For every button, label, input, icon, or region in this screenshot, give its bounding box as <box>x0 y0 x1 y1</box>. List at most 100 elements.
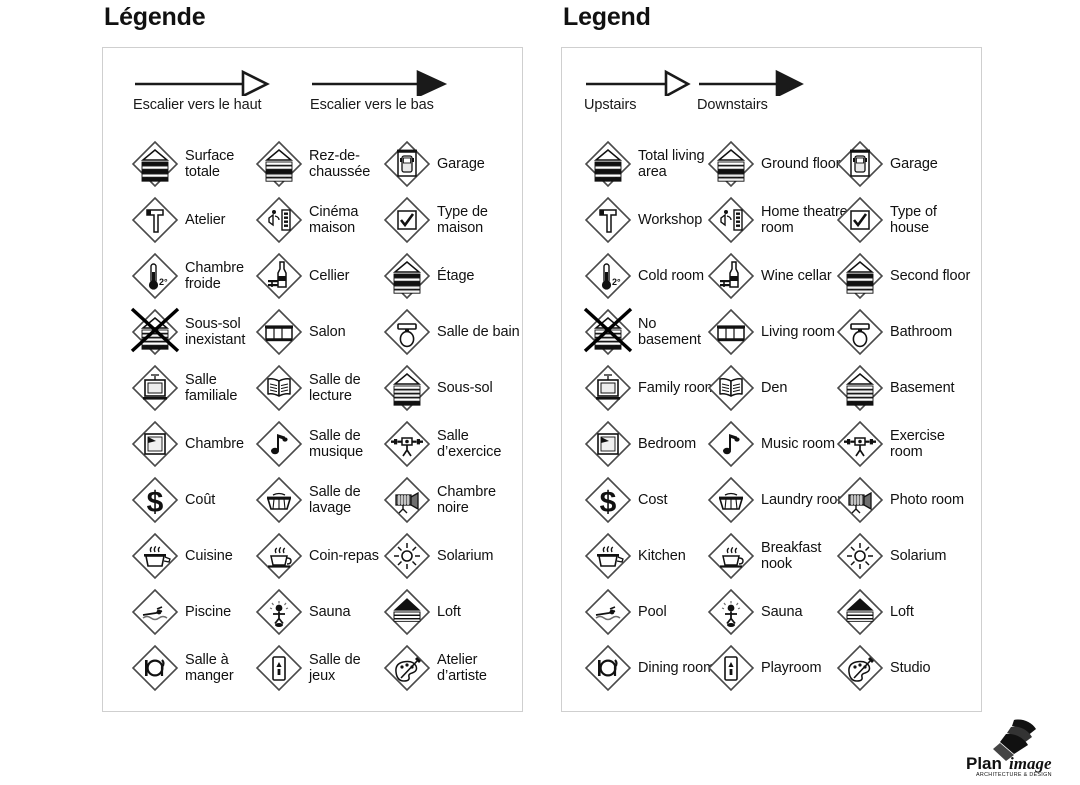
legend-entry-label: Sous-sol inexistant <box>185 315 246 349</box>
legend-entry: Bathroom <box>834 304 979 360</box>
legend-entry: Salon <box>253 304 388 360</box>
playroom-icon <box>253 642 305 694</box>
stairs-down-item-fr: Escalier vers le bas <box>310 68 460 113</box>
legend-entry: No basement <box>582 304 722 360</box>
legend-entry: Salle d’exercice <box>381 416 521 472</box>
legend-entry-label: Wine cellar <box>761 267 832 284</box>
legend-entry-label: Sous-sol <box>437 379 493 396</box>
stairs-up-item-fr: Escalier vers le haut <box>133 68 283 113</box>
legend-entry-label: Garage <box>437 155 485 172</box>
legend-entry-label: Loft <box>890 603 914 620</box>
total-living-area-icon <box>129 138 181 190</box>
legend-entry-label: Den <box>761 379 788 396</box>
legend-entry-label: Pool <box>638 603 667 620</box>
legend-entry: Rez-de-chaussée <box>253 136 388 192</box>
music-note-icon <box>253 418 305 470</box>
bedroom-icon <box>129 418 181 470</box>
legend-entry: Bedroom <box>582 416 722 472</box>
stairs-down-label-fr: Escalier vers le bas <box>310 97 434 113</box>
living-room-sofa-icon <box>253 306 305 358</box>
legend-entry-label: Salle de musique <box>309 427 364 461</box>
planimage-logo: Plan image ARCHITECTURE & DESIGN <box>962 716 1074 778</box>
legend-entry: 2° Chambre froide <box>129 248 264 304</box>
legend-entry: Cinéma maison <box>253 192 388 248</box>
svg-text:Plan: Plan <box>966 754 1002 773</box>
wine-cellar-icon <box>253 250 305 302</box>
legend-entry: Type de maison <box>381 192 521 248</box>
stairs-down-label-en: Downstairs <box>697 97 768 113</box>
legend-entry: Second floor <box>834 248 979 304</box>
legend-entry: Étage <box>381 248 521 304</box>
legend-entry-label: Étage <box>437 267 475 284</box>
legend-entry: Coin-repas <box>253 528 388 584</box>
legend-entry-label: Solarium <box>437 547 494 564</box>
exercise-weights-icon <box>381 418 433 470</box>
legend-entry-label: Bathroom <box>890 323 953 340</box>
legend-entry-label: Music room <box>761 435 835 452</box>
legend-entry-label: Atelier d’artiste <box>437 651 487 685</box>
legend-entry-label: Rez-de-chaussée <box>309 147 371 181</box>
legend-entry-label: Ground floor <box>761 155 841 172</box>
legend-entry-label: Salle familiale <box>185 371 238 405</box>
arrow-filled-right-icon <box>699 69 804 96</box>
legend-column-3-fr: Garage Type de maison Étage Salle de bain So… <box>381 136 521 696</box>
dollar-cost-icon: $ <box>582 474 634 526</box>
stairs-up-label-en: Upstairs <box>584 97 637 113</box>
legend-entry: Salle de bain <box>381 304 521 360</box>
legend-entry-label: Basement <box>890 379 955 396</box>
legend-entry: Basement <box>834 360 979 416</box>
legend-entry-label: Family room <box>638 379 717 396</box>
legend-entry: Den <box>705 360 850 416</box>
svg-text:$: $ <box>600 486 617 519</box>
ground-floor-icon <box>253 138 305 190</box>
breakfast-cup-icon <box>253 530 305 582</box>
legend-entry-label: Sauna <box>761 603 803 620</box>
legend-entry: Workshop <box>582 192 722 248</box>
legend-entry-label: Cuisine <box>185 547 233 564</box>
pool-swimmer-icon <box>582 586 634 638</box>
legend-entry-label: Living room <box>761 323 835 340</box>
legend-entry: Type of house <box>834 192 979 248</box>
legend-entry-label: Sauna <box>309 603 351 620</box>
no-basement-icon <box>129 306 181 358</box>
arrow-filled-right-icon <box>312 69 448 96</box>
second-floor-icon <box>834 250 886 302</box>
legend-column-3-en: Garage Type of house Second floor Bathroom B… <box>834 136 979 696</box>
stairs-up-item-en: Upstairs <box>584 68 696 113</box>
svg-text:ARCHITECTURE & DESIGN: ARCHITECTURE & DESIGN <box>976 772 1052 778</box>
loft-icon <box>381 586 433 638</box>
family-room-icon <box>582 362 634 414</box>
studio-palette-icon <box>834 642 886 694</box>
legend-entry: Salle de lavage <box>253 472 388 528</box>
legend-entry-label: Solarium <box>890 547 947 564</box>
laundry-basket-icon <box>705 474 757 526</box>
playroom-icon <box>705 642 757 694</box>
legend-entry-label: Playroom <box>761 659 822 676</box>
legend-entry-label: Chambre froide <box>185 259 244 293</box>
solarium-sun-icon <box>381 530 433 582</box>
legend-entry-label: Atelier <box>185 211 226 228</box>
legend-entry: Family room <box>582 360 722 416</box>
legend-entry-label: Exercise room <box>890 427 945 461</box>
legend-entry-label: Chambre <box>185 435 244 452</box>
pool-swimmer-icon <box>129 586 181 638</box>
legend-entry: Home theatre room <box>705 192 850 248</box>
legend-entry: Cellier <box>253 248 388 304</box>
solarium-sun-icon <box>834 530 886 582</box>
page-title-en: Legend <box>563 3 651 31</box>
basement-icon <box>381 362 433 414</box>
stairs-row-en: Upstairs Downstairs <box>562 68 981 130</box>
legend-entry-label: Surface totale <box>185 147 235 181</box>
arrow-outline-right-icon <box>135 69 270 96</box>
legend-entry-label: Type de maison <box>437 203 488 237</box>
legend-entry: Salle de jeux <box>253 640 388 696</box>
legend-entry: Wine cellar <box>705 248 850 304</box>
svg-text:2°: 2° <box>612 277 621 287</box>
thermometer-cold-room-icon: 2° <box>582 250 634 302</box>
bedroom-icon <box>582 418 634 470</box>
legend-entry: Breakfast nook <box>705 528 850 584</box>
legend-entry-label: Salle à manger <box>185 651 234 685</box>
second-floor-icon <box>381 250 433 302</box>
legend-entry-label: Studio <box>890 659 931 676</box>
